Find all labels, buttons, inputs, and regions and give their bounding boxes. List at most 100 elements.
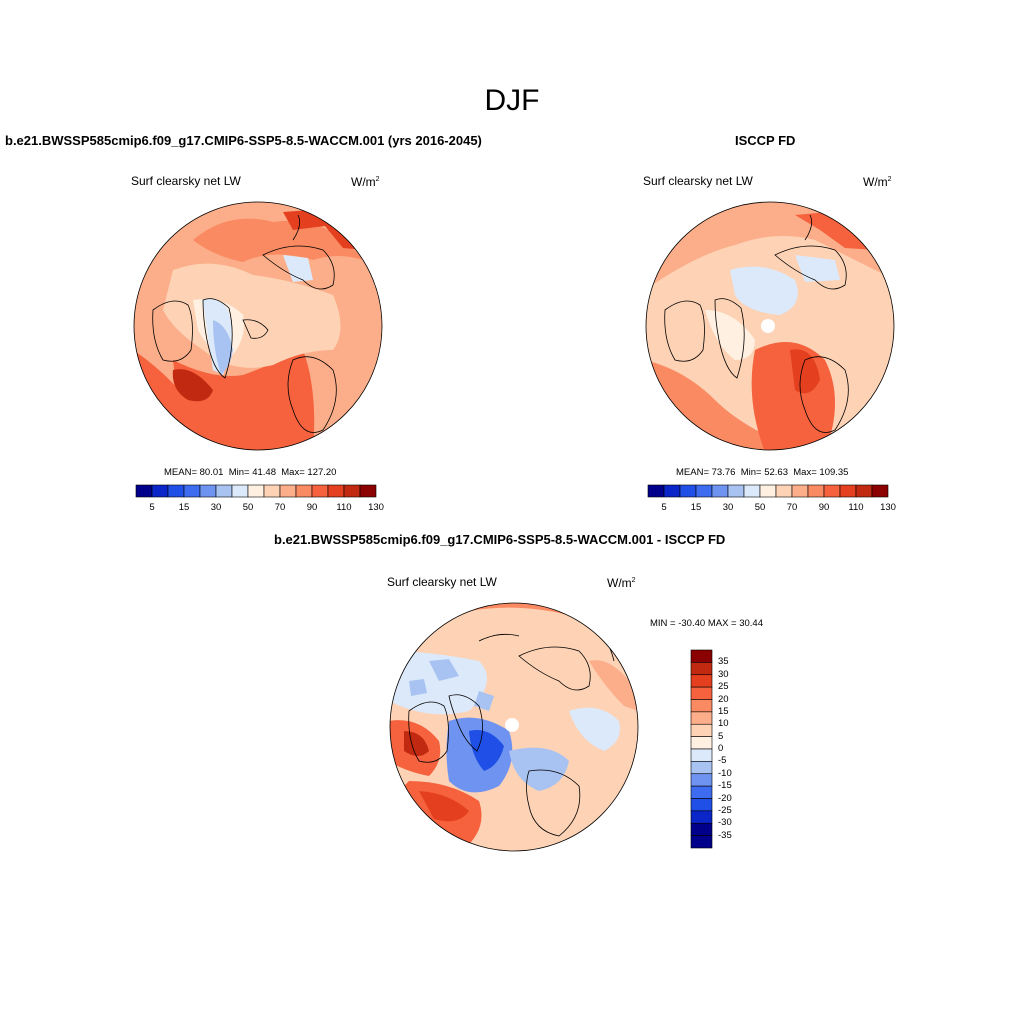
colorbar-swatch	[135, 484, 153, 498]
diff-field-cool-northeast	[569, 707, 620, 751]
colorbar-swatch	[690, 699, 713, 713]
colorbar-tick-label: 70	[274, 502, 286, 513]
diff-field-cool-west	[390, 651, 487, 715]
colorbar-swatch	[215, 484, 233, 498]
obs-stats: MEAN= 73.76 Min= 52.63 Max= 109.35	[676, 467, 849, 478]
diff-polar-map	[389, 602, 639, 852]
colorbar-swatch	[167, 484, 185, 498]
colorbar-swatch	[839, 484, 857, 498]
obs-units: W/m2	[863, 175, 892, 189]
colorbar-tick-label: -25	[718, 804, 732, 816]
colorbar-swatch	[231, 484, 249, 498]
colorbar-swatch	[855, 484, 873, 498]
diff-map-border	[389, 602, 639, 852]
colorbar-tick-label: 110	[336, 502, 352, 513]
colorbar-swatch	[690, 822, 713, 836]
colorbar-swatch	[690, 748, 713, 762]
colorbar-tick-label: 50	[754, 502, 766, 513]
colorbar-tick-label: -30	[718, 817, 732, 829]
model-map-border	[133, 201, 383, 451]
colorbar-swatch	[199, 484, 217, 498]
colorbar-swatch	[690, 711, 713, 725]
colorbar-tick-label: 130	[368, 502, 384, 513]
colorbar-swatch	[327, 484, 345, 498]
model-field-greenland-cold	[213, 320, 233, 375]
colorbar-tick-label: 5	[149, 502, 155, 513]
colorbar-swatch	[663, 484, 681, 498]
colorbar-swatch	[695, 484, 713, 498]
diff-field-cool-east	[509, 747, 569, 791]
obs-field-central	[705, 310, 755, 360]
colorbar-tick-label: 30	[722, 502, 734, 513]
colorbar-swatch	[743, 484, 761, 498]
diff-panel-subtitle: Surf clearsky net LW	[387, 575, 497, 589]
model-stats: MEAN= 80.01 Min= 41.48 Max= 127.20	[164, 467, 337, 478]
colorbar-tick-label: -35	[718, 829, 732, 841]
colorbar-swatch	[690, 798, 713, 812]
colorbar-swatch	[759, 484, 777, 498]
colorbar-swatch	[690, 773, 713, 787]
diff-colorbar	[690, 649, 713, 849]
colorbar-swatch	[690, 686, 713, 700]
colorbar-swatch	[295, 484, 313, 498]
colorbar-swatch	[690, 835, 713, 849]
diff-pole-hole	[505, 718, 519, 732]
colorbar-swatch	[690, 761, 713, 775]
colorbar-swatch	[690, 649, 713, 663]
colorbar-tick-label: 90	[818, 502, 830, 513]
model-panel-title: b.e21.BWSSP585cmip6.f09_g17.CMIP6-SSP5-8…	[5, 133, 482, 148]
colorbar-swatch	[775, 484, 793, 498]
colorbar-swatch	[791, 484, 809, 498]
colorbar-swatch	[359, 484, 377, 498]
model-field-north-band	[193, 218, 363, 262]
colorbar-swatch	[679, 484, 697, 498]
colorbar-tick-label: 10	[718, 718, 729, 730]
season-title: DJF	[484, 84, 540, 117]
model-panel-subtitle: Surf clearsky net LW	[131, 174, 241, 188]
colorbar-tick-label: 25	[718, 681, 729, 693]
diff-field-cool-patches	[409, 659, 494, 711]
model-polar-map	[133, 201, 383, 451]
colorbar-tick-label: 15	[718, 705, 729, 717]
obs-pole-hole	[761, 319, 775, 333]
model-field-siberia	[173, 350, 315, 450]
colorbar-swatch	[823, 484, 841, 498]
colorbar-swatch	[183, 484, 201, 498]
obs-panel-subtitle: Surf clearsky net LW	[643, 174, 753, 188]
diff-minmax: MIN = -30.40 MAX = 30.44	[650, 618, 764, 629]
model-field-cool-patch	[283, 255, 313, 282]
obs-coastlines	[664, 214, 876, 433]
colorbar-tick-label: 15	[690, 502, 702, 513]
colorbar-swatch	[151, 484, 169, 498]
diff-field-cold-core	[469, 730, 504, 771]
colorbar-tick-label: 35	[718, 656, 729, 668]
colorbar-tick-label: -20	[718, 792, 732, 804]
model-units: W/m2	[351, 175, 380, 189]
model-field-hotspot	[172, 369, 213, 402]
colorbar-tick-label: 30	[718, 668, 729, 680]
diff-units: W/m2	[607, 576, 636, 590]
diff-coastlines	[408, 630, 615, 837]
obs-field-cool-patch	[795, 255, 840, 282]
obs-polar-map	[645, 201, 895, 451]
colorbar-swatch	[871, 484, 889, 498]
colorbar-swatch	[311, 484, 329, 498]
colorbar-tick-label: 50	[242, 502, 254, 513]
obs-panel-title: ISCCP FD	[735, 133, 796, 148]
colorbar-swatch	[690, 723, 713, 737]
colorbar-swatch	[279, 484, 297, 498]
colorbar-swatch	[690, 662, 713, 676]
colorbar-swatch	[263, 484, 281, 498]
diff-field-warm-east	[589, 660, 638, 711]
colorbar-tick-label: 90	[306, 502, 318, 513]
obs-field-hotspot	[790, 349, 820, 394]
obs-field-arctic-cool	[730, 266, 798, 315]
colorbar-tick-label: -15	[718, 780, 732, 792]
model-colorbar	[135, 484, 377, 498]
colorbar-tick-label: 0	[718, 743, 724, 754]
colorbar-swatch	[711, 484, 729, 498]
colorbar-tick-label: 15	[178, 502, 190, 513]
diff-panel-title: b.e21.BWSSP585cmip6.f09_g17.CMIP6-SSP5-8…	[274, 532, 726, 547]
colorbar-swatch	[807, 484, 825, 498]
colorbar-tick-label: 30	[210, 502, 222, 513]
